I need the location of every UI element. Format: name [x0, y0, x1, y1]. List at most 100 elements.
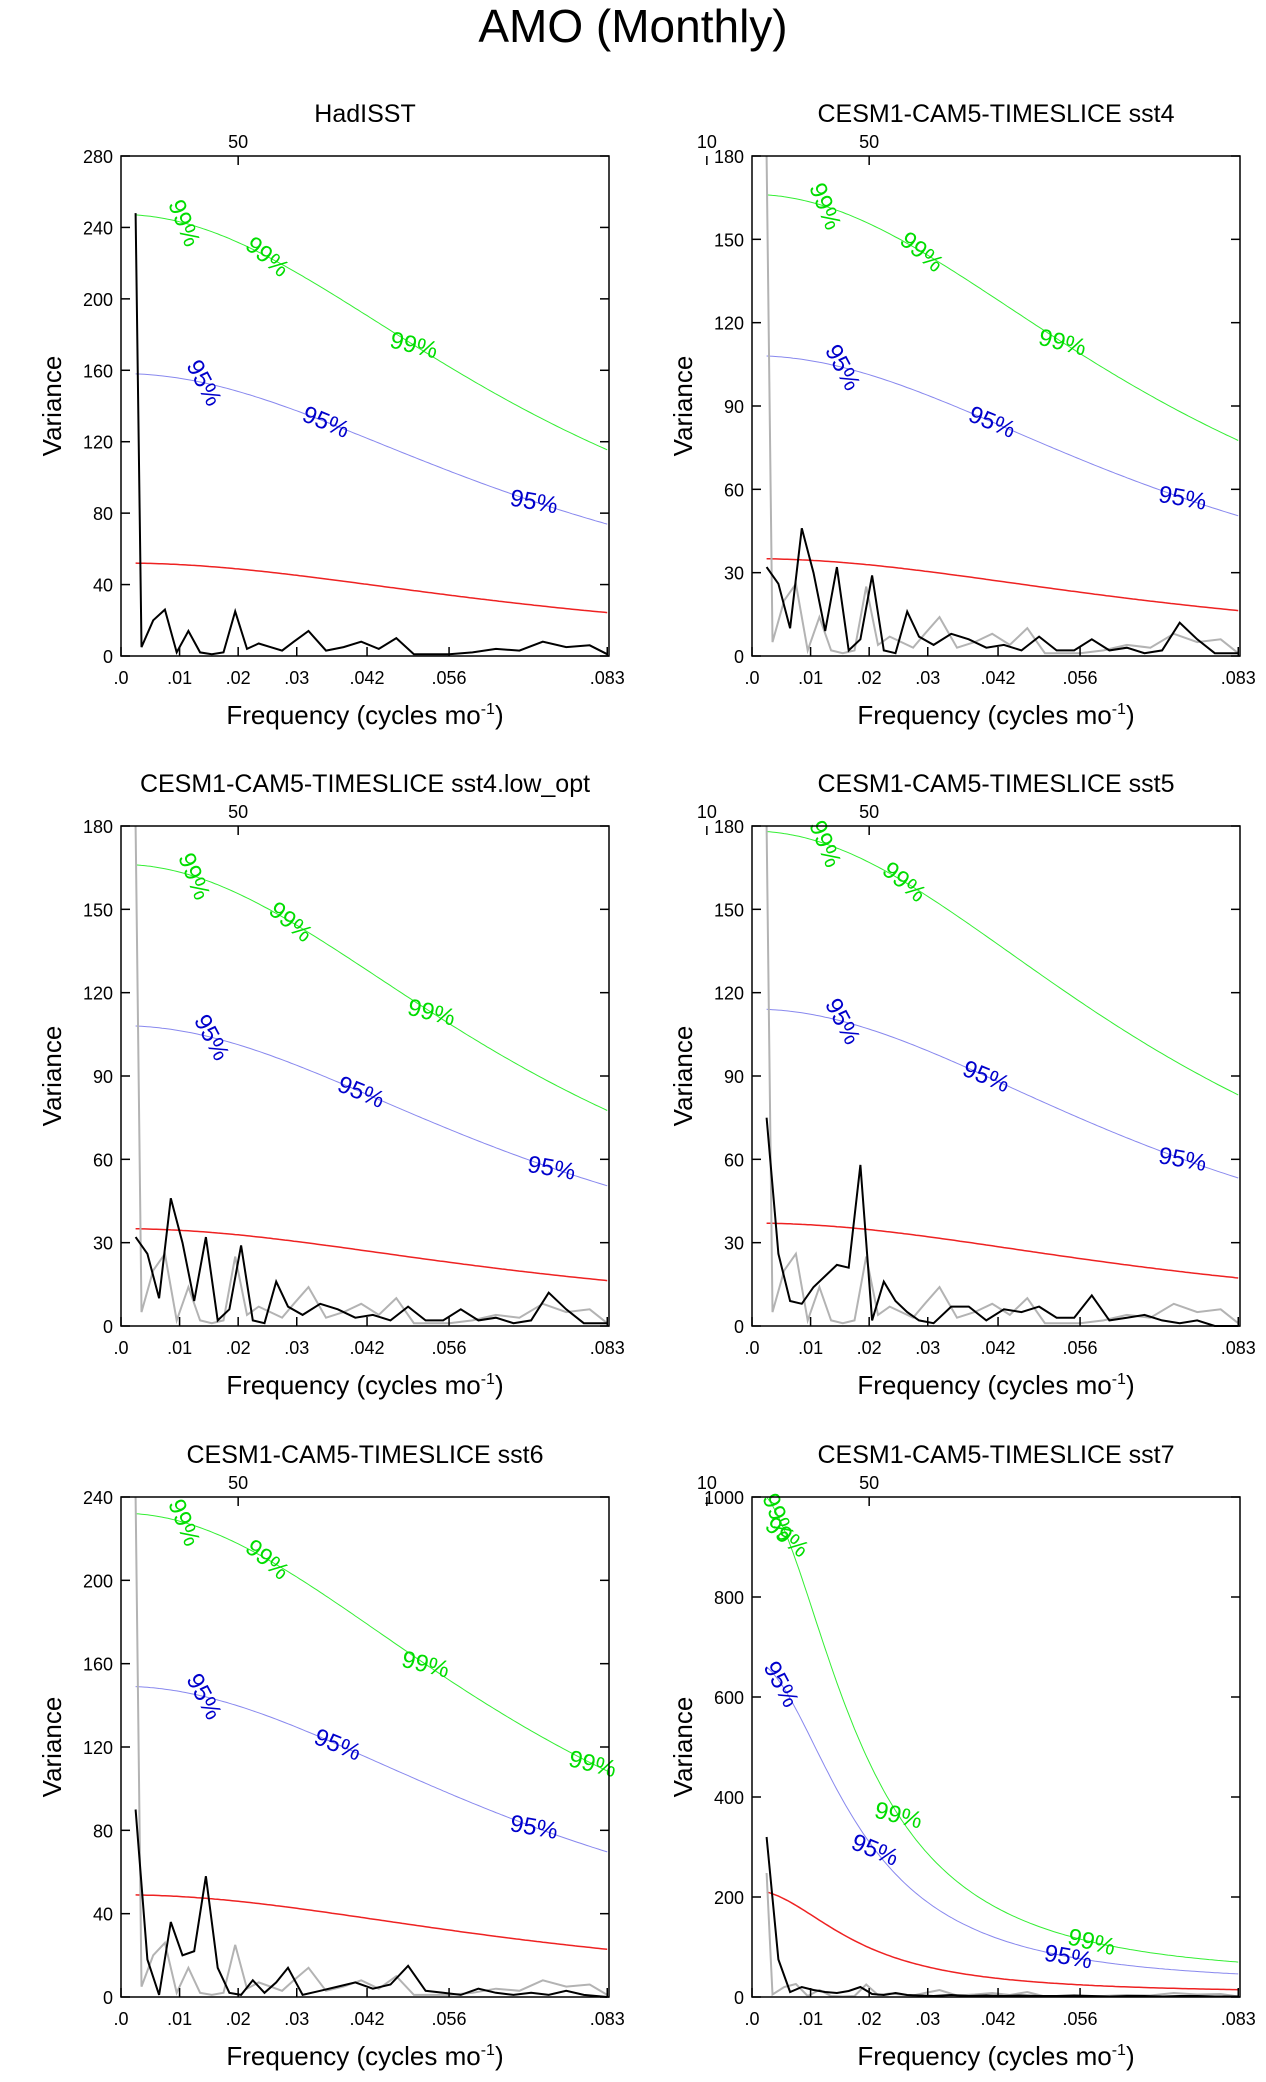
label-99: 99%: [263, 896, 317, 948]
x-tick-label: .042: [350, 2009, 385, 2029]
plot-frame: [751, 1496, 1241, 1998]
y-tick-label: 120: [83, 984, 113, 1004]
y-axis-label: Variance: [668, 1697, 698, 1798]
panel-2: CESM1-CAM5-TIMESLICE sst4 95% 95% 95% 99% 99%…: [668, 100, 1256, 730]
label-95: 95%: [1156, 1142, 1208, 1177]
conf-curve-red: [766, 558, 1239, 612]
conf-curve-p95: [766, 355, 1239, 517]
label-99: 99%: [240, 231, 294, 283]
plot-frame: [120, 1496, 610, 1998]
x-tick-label: .056: [432, 668, 467, 688]
x-tick-label: .0: [744, 668, 759, 688]
y-tick-label: 40: [93, 576, 113, 596]
y-tick-label: 90: [724, 1067, 744, 1087]
series-observed: [765, 1836, 1239, 1998]
label-99: 99%: [172, 849, 215, 904]
series-observed: [765, 527, 1239, 655]
x-tick-label: .056: [1063, 1338, 1098, 1358]
y-tick-label: 160: [83, 1655, 113, 1675]
x-tick-label: .01: [798, 1338, 823, 1358]
x-tick-label: .056: [432, 2009, 467, 2029]
y-tick-label: 200: [83, 290, 113, 310]
y-tick-label: 1000: [704, 1488, 744, 1508]
label-95: 95%: [508, 1810, 560, 1845]
conf-curve-red: [135, 1894, 608, 1951]
conf-curve-p99: [766, 194, 1239, 441]
x-tick-label: .01: [167, 2009, 192, 2029]
y-tick-label: 180: [714, 817, 744, 837]
y-tick-label: 30: [724, 1234, 744, 1254]
label-99: 99%: [803, 179, 846, 234]
x-tick-label: .042: [981, 1338, 1016, 1358]
x-tick-label: .083: [590, 668, 625, 688]
x-axis-label: Frequency (cycles mo-1): [226, 700, 503, 730]
x-tick-label: .042: [981, 2009, 1016, 2029]
series-observed: [134, 1809, 608, 1998]
x-axis-label: Frequency (cycles mo-1): [857, 2041, 1134, 2071]
x-tick-label: .083: [590, 1338, 625, 1358]
x-tick-label: .02: [857, 2009, 882, 2029]
x-tick-label: .083: [1221, 668, 1256, 688]
y-tick-label: 90: [93, 1067, 113, 1087]
label-99: 99%: [405, 994, 458, 1032]
conf-curve-p95: [766, 1008, 1239, 1179]
period-tick-label: 50: [228, 132, 248, 152]
conf-curve-p95: [135, 1686, 608, 1853]
x-tick-label: .083: [590, 2009, 625, 2029]
x-tick-label: .083: [1221, 1338, 1256, 1358]
x-tick-label: .042: [350, 1338, 385, 1358]
label-95: 95%: [758, 1657, 804, 1712]
x-tick-label: .0: [113, 1338, 128, 1358]
y-tick-label: 150: [714, 230, 744, 250]
x-tick-label: .0: [744, 1338, 759, 1358]
panel-title: HadISST: [314, 100, 415, 128]
y-tick-label: 600: [714, 1688, 744, 1708]
panel-title: CESM1-CAM5-TIMESLICE sst4.low_opt: [140, 770, 590, 798]
y-tick-label: 150: [83, 900, 113, 920]
x-tick-label: .01: [167, 668, 192, 688]
period-tick-label: 50: [859, 1473, 879, 1493]
x-axis-label: Frequency (cycles mo-1): [226, 2041, 503, 2071]
x-tick-label: .056: [1063, 668, 1098, 688]
x-axis-label: Frequency (cycles mo-1): [857, 700, 1134, 730]
y-axis-label: Variance: [668, 1026, 698, 1127]
panel-6: CESM1-CAM5-TIMESLICE sst795%95%95%99%99%…: [668, 1441, 1256, 2071]
label-95: 95%: [959, 1055, 1014, 1098]
x-tick-label: .03: [915, 668, 940, 688]
period-tick-label: 50: [228, 1473, 248, 1493]
period-tick-label: 50: [859, 802, 879, 822]
y-tick-label: 60: [724, 480, 744, 500]
y-tick-label: 150: [714, 900, 744, 920]
label-95: 95%: [334, 1071, 389, 1114]
period-tick-label: 10: [697, 1473, 717, 1493]
series-HadISST: [134, 1496, 608, 1996]
panel-title: CESM1-CAM5-TIMESLICE sst4: [817, 100, 1174, 128]
label-99: 99%: [162, 196, 205, 251]
label-99: 99%: [399, 1646, 452, 1684]
label-95: 95%: [965, 401, 1020, 444]
y-tick-label: 200: [83, 1571, 113, 1591]
label-99: 99%: [872, 1797, 925, 1835]
panel-5: CESM1-CAM5-TIMESLICE sst695%95%95%99%99%…: [37, 1441, 717, 2071]
x-tick-label: .0: [113, 668, 128, 688]
label-95: 95%: [188, 1010, 234, 1065]
y-tick-label: 120: [714, 984, 744, 1004]
y-tick-label: 180: [83, 817, 113, 837]
y-tick-label: 240: [83, 218, 113, 238]
panel-title: CESM1-CAM5-TIMESLICE sst7: [817, 1441, 1174, 1469]
label-99: 99%: [566, 1745, 619, 1783]
label-99: 99%: [894, 226, 948, 278]
figure-title: AMO (Monthly): [478, 0, 787, 52]
label-95: 95%: [848, 1829, 903, 1872]
y-tick-label: 400: [714, 1788, 744, 1808]
panel-1: HadISST 95% 95% 95% 99% 99% 99% 0 40 80 120 160 200 2…: [37, 100, 717, 730]
conf-curve-p95: [135, 1025, 608, 1187]
series-observed: [134, 213, 608, 656]
y-tick-label: 240: [83, 1488, 113, 1508]
panel-title: CESM1-CAM5-TIMESLICE sst5: [817, 770, 1174, 798]
label-95: 95%: [525, 1151, 577, 1186]
period-tick-label: 50: [228, 802, 248, 822]
y-tick-label: 800: [714, 1588, 744, 1608]
y-tick-label: 0: [734, 1988, 744, 2008]
x-tick-label: .02: [226, 668, 251, 688]
